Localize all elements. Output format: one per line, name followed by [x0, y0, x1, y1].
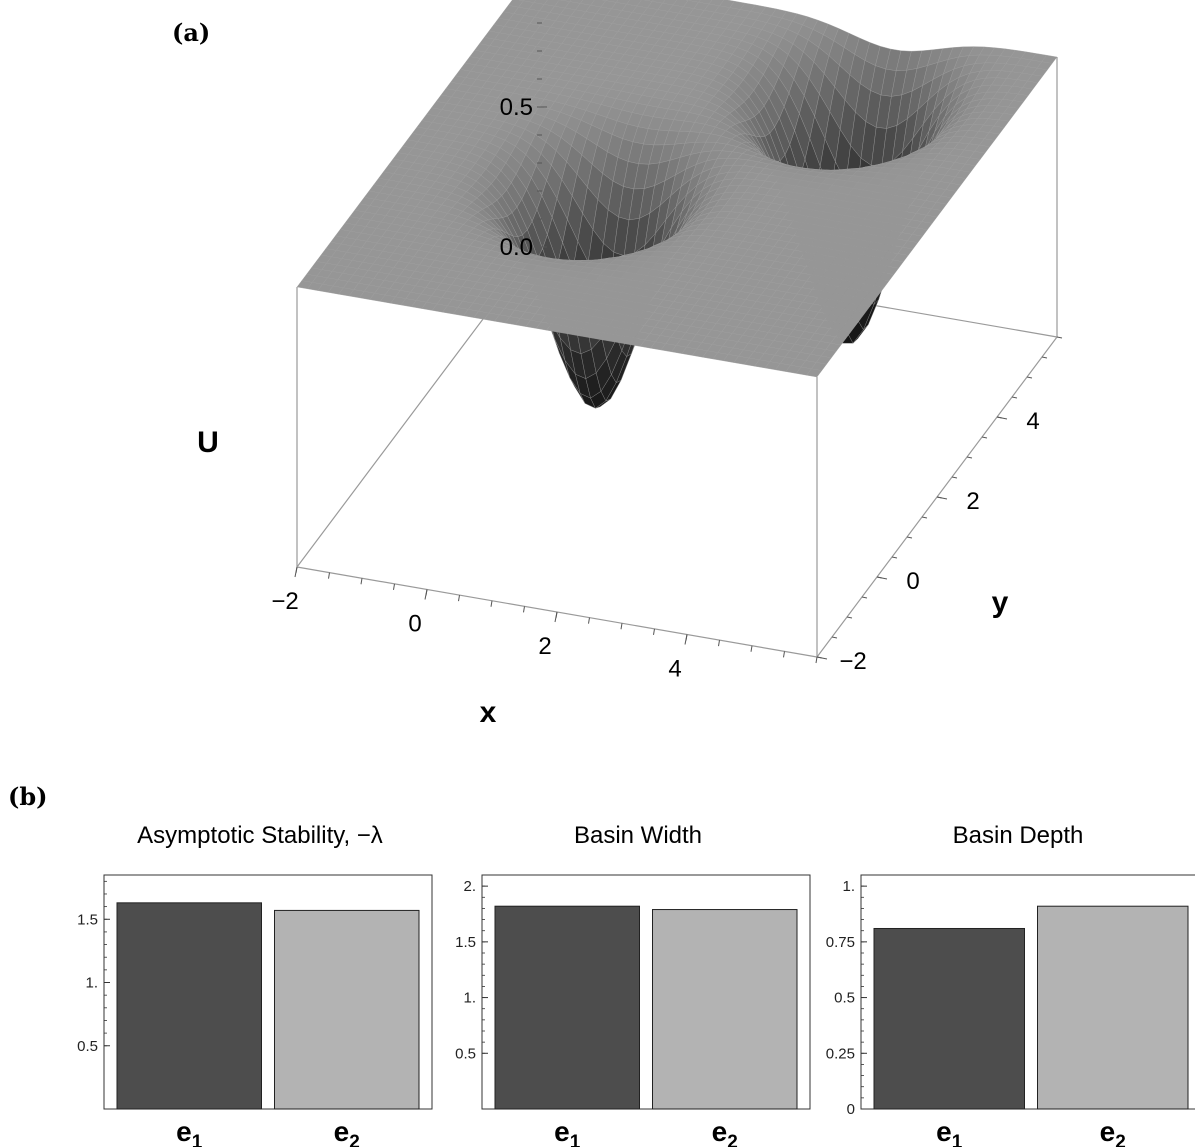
- bar-chart-title-width: Basin Width: [573, 822, 703, 849]
- y-tick-label: 0: [847, 1101, 855, 1118]
- y-tick-label: 2: [966, 488, 979, 515]
- y-minor-tick: [861, 596, 868, 599]
- x-minor-tick: [685, 634, 688, 641]
- z-tick-label: 0.0: [500, 234, 533, 261]
- y-tick-label: −2: [839, 648, 866, 675]
- x-minor-tick: [295, 566, 298, 574]
- x-minor-tick: [620, 623, 623, 630]
- y-tick-label: 0.75: [826, 934, 855, 951]
- bar-e1: [116, 902, 262, 1110]
- bar-e1: [873, 927, 1025, 1110]
- y-minor-tick: [1056, 336, 1063, 339]
- bar-chart-stability: 0.5 1. 1.5 e1 e2: [77, 874, 433, 1147]
- x-tick-label: 2: [538, 633, 551, 660]
- y-axis-label: y: [992, 586, 1009, 619]
- y-tick-label: 2.: [463, 878, 476, 895]
- x-category-label: e1: [554, 1116, 581, 1147]
- y-minor-tick: [951, 476, 958, 479]
- y-minor-tick: [981, 436, 988, 439]
- y-tick-label: 0.5: [834, 990, 855, 1007]
- x-category-label: e1: [176, 1116, 203, 1147]
- x-minor-tick: [750, 645, 753, 652]
- x-minor-tick: [783, 651, 785, 658]
- x-minor-tick: [425, 589, 428, 596]
- y-tick-label: 0: [906, 568, 919, 595]
- y-minor-tick: [936, 496, 943, 499]
- y-tick-label: 0.25: [826, 1045, 855, 1062]
- y-minor-tick: [891, 556, 898, 559]
- plot-frame: [860, 874, 1195, 1110]
- y-minor-tick: [876, 576, 883, 579]
- x-minor-tick: [328, 572, 330, 579]
- bar-e1: [494, 905, 640, 1110]
- x-tick-label: −2: [271, 588, 298, 615]
- y-tick-label: 1.: [463, 990, 476, 1007]
- x-tick-label: 0: [408, 611, 421, 638]
- y-tick-label: 1.5: [77, 911, 98, 928]
- surface-mesh: [296, 0, 1058, 409]
- y-tick-label: 1.: [85, 975, 98, 992]
- x-minor-tick: [718, 640, 720, 647]
- y-minor-tick: [906, 536, 913, 539]
- bar-chart-basin-width: 0.5 1. 1.5 2. e1 e2: [455, 874, 811, 1147]
- plot-frame: [103, 874, 433, 1110]
- x-category-label: e1: [936, 1116, 963, 1147]
- y-minor-tick: [831, 636, 838, 639]
- y-minor-tick: [1026, 376, 1033, 379]
- y-tick-label: 1.5: [455, 934, 476, 951]
- y-minor-tick: [846, 616, 853, 619]
- x-minor-tick: [458, 595, 460, 602]
- y-minor-tick: [966, 456, 973, 459]
- z-tick-label: 0.5: [500, 94, 533, 121]
- x-minor-tick: [653, 628, 655, 635]
- x-minor-tick: [588, 617, 590, 624]
- y-minor-tick: [921, 516, 928, 519]
- y-tick-label: 1.: [842, 878, 855, 895]
- x-minor-tick: [523, 606, 525, 613]
- y-minor-tick: [1041, 356, 1048, 359]
- x-minor-tick: [490, 600, 493, 607]
- panel-a-label: (a): [172, 18, 211, 47]
- x-minor-tick: [555, 611, 558, 619]
- y-tick-label: 4: [1026, 408, 1039, 435]
- z-axis-label: U: [197, 426, 219, 459]
- y-tick-label: 0.5: [455, 1045, 476, 1062]
- x-category-label: e2: [1100, 1116, 1126, 1147]
- bar-e2: [652, 909, 798, 1110]
- y-tick-label: 0.5: [77, 1038, 98, 1055]
- y-minor-tick: [996, 416, 1003, 419]
- plot-frame: [481, 874, 811, 1110]
- x-tick-label: 4: [668, 656, 681, 683]
- x-minor-tick: [393, 583, 395, 590]
- bar-e2: [1037, 905, 1189, 1110]
- x-minor-tick: [815, 656, 818, 664]
- y-minor-tick: [816, 656, 823, 659]
- x-category-label: e2: [712, 1116, 738, 1147]
- x-axis-label: x: [480, 696, 497, 729]
- x-category-label: e2: [334, 1116, 360, 1147]
- bar-chart-title-depth: Basin Depth: [952, 822, 1084, 849]
- y-minor-tick: [1011, 396, 1018, 399]
- bar-chart-basin-depth: 0 0.25 0.5 0.75 1. e1 e2: [826, 874, 1195, 1147]
- panel-b-label: (b): [8, 782, 48, 811]
- bar-chart-title-stability: Asymptotic Stability, −λ: [137, 822, 383, 849]
- bar-e2: [274, 909, 420, 1110]
- x-minor-tick: [360, 578, 363, 585]
